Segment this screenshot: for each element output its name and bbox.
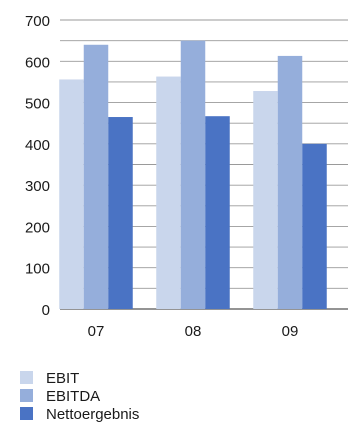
x-tick-label: 09: [282, 323, 299, 340]
bar-ebitda-07: [83, 44, 109, 310]
y-tick-label: 300: [25, 178, 50, 195]
bar-nettoergebnis-07: [108, 117, 133, 310]
y-tick-label: 600: [25, 54, 50, 71]
bar-nettoergebnis-09: [302, 143, 327, 309]
y-tick-label: 500: [25, 96, 50, 113]
legend-swatch-nettoergebnis: [20, 407, 33, 420]
legend-label-nettoergebnis: Nettoergebnis: [46, 406, 139, 423]
bar-ebitda-09: [277, 55, 303, 309]
bar-ebit-09: [253, 91, 278, 309]
legend-label-ebitda: EBITDA: [46, 388, 100, 405]
legend-label-ebit: EBIT: [46, 370, 79, 387]
x-tick-label: 08: [185, 323, 202, 340]
y-tick-label: 700: [25, 13, 50, 30]
y-axis-tick-labels: 0 100 200 300 400 500 600 700: [25, 13, 50, 319]
x-axis-tick-labels: 07 08 09: [88, 323, 299, 340]
y-tick-label: 0: [42, 302, 50, 319]
bar-nettoergebnis-08: [205, 116, 230, 310]
y-tick-label: 200: [25, 219, 50, 236]
bar-ebit-07: [59, 79, 84, 309]
x-tick-label: 07: [88, 323, 105, 340]
legend-swatch-ebitda: [20, 389, 33, 402]
y-tick-label: 400: [25, 137, 50, 154]
bar-ebit-08: [156, 76, 181, 309]
bar-ebitda-08: [180, 40, 206, 310]
bars: [59, 40, 327, 310]
legend-swatch-ebit: [20, 371, 33, 384]
y-tick-label: 100: [25, 261, 50, 278]
